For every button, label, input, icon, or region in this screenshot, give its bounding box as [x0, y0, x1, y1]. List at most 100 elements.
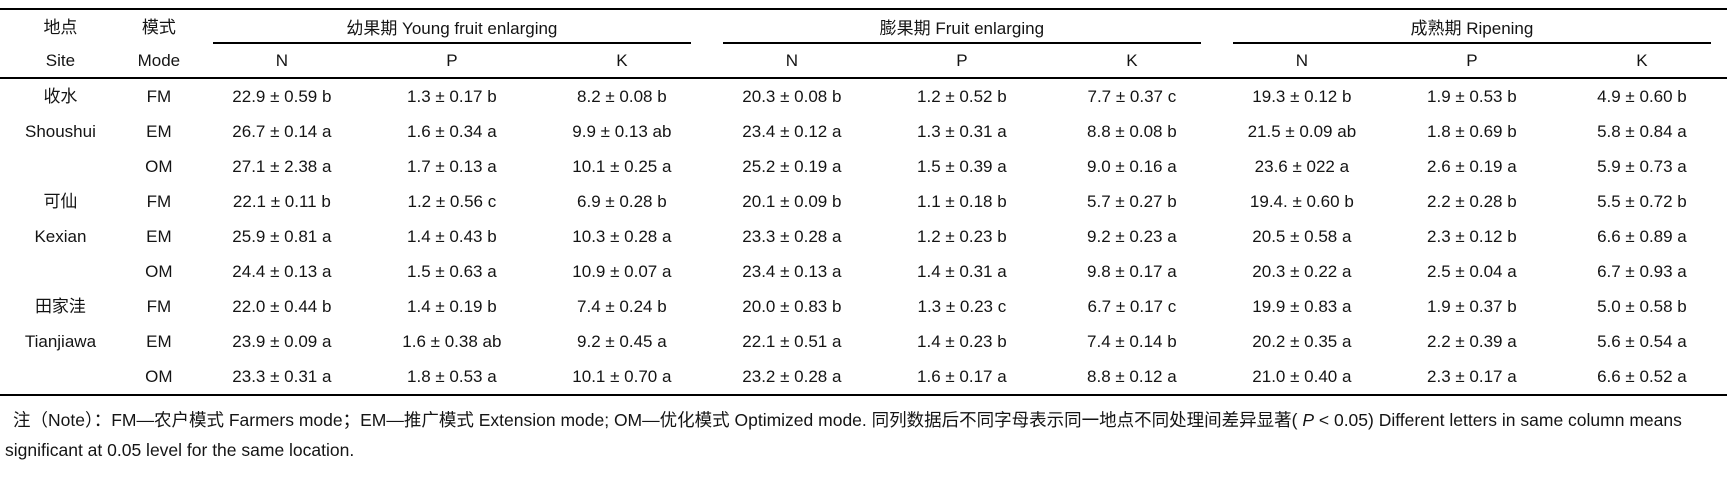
table-row-kexian-om: OM 24.4 ± 0.13 a 1.5 ± 0.63 a 10.9 ± 0.0… [0, 254, 1727, 289]
value-cell: 23.3 ± 0.28 a [742, 226, 842, 246]
value-cell: 9.2 ± 0.45 a [577, 331, 667, 351]
value-cell: 22.0 ± 0.44 b [232, 296, 332, 316]
value-cell: 9.8 ± 0.17 a [1087, 261, 1177, 281]
value-cell: 21.0 ± 0.40 a [1252, 366, 1352, 386]
value-cell: 22.1 ± 0.51 a [742, 331, 842, 351]
subcolumn-header-p: P [876, 44, 1047, 79]
site-cell-shoushui: 收水 Shoushui [0, 78, 121, 184]
value-cell: 1.3 ± 0.31 a [917, 121, 1007, 141]
mode-cell: FM [146, 86, 172, 106]
site-cell-kexian: 可仙 Kexian [0, 184, 121, 289]
group-header-label: 成熟期 Ripening [1232, 10, 1711, 44]
value-cell: 20.3 ± 0.22 a [1252, 261, 1352, 281]
value-cell: 7.7 ± 0.37 c [1087, 86, 1177, 106]
mode-header-zh: 模式 [141, 17, 176, 37]
value-cell: 20.3 ± 0.08 b [742, 86, 842, 106]
value-cell: 1.6 ± 0.34 a [407, 121, 497, 141]
value-cell: 20.5 ± 0.58 a [1252, 226, 1352, 246]
value-cell: 9.2 ± 0.23 a [1087, 226, 1177, 246]
value-cell: 1.7 ± 0.13 a [407, 156, 497, 176]
subcolumn-header-n: N [706, 44, 877, 79]
value-cell: 6.6 ± 0.89 a [1597, 226, 1687, 246]
subcolumn-header-n: N [1216, 44, 1387, 79]
value-cell: 1.3 ± 0.17 b [407, 86, 497, 106]
table-row-tianjiawa-em: EM 23.9 ± 0.09 a 1.6 ± 0.38 ab 9.2 ± 0.4… [0, 324, 1727, 359]
mode-cell: OM [145, 261, 173, 281]
note-text-part2: < 0.05) Different letters in same column… [5, 410, 1682, 460]
value-cell: 1.5 ± 0.63 a [407, 261, 497, 281]
subcolumn-header-p: P [366, 44, 537, 79]
table-row-tianjiawa-fm: 田家洼 Tianjiawa FM 22.0 ± 0.44 b 1.4 ± 0.1… [0, 289, 1727, 352]
value-cell: 5.6 ± 0.54 a [1597, 331, 1687, 351]
value-cell: 5.5 ± 0.72 b [1597, 191, 1687, 211]
value-cell: 8.2 ± 0.08 b [577, 86, 667, 106]
mode-cell: FM [146, 296, 172, 316]
value-cell: 23.9 ± 0.09 a [232, 331, 332, 351]
mode-header-en: Mode [137, 50, 181, 70]
subcolumn-header-n: N [196, 44, 367, 79]
group-header-label: 幼果期 Young fruit enlarging [212, 10, 691, 44]
value-cell: 19.9 ± 0.83 a [1252, 296, 1352, 316]
value-cell: 1.4 ± 0.23 b [917, 331, 1007, 351]
value-cell: 1.4 ± 0.31 a [917, 261, 1007, 281]
table-header: 地点 Site 模式 Mode 幼果期 Young fruit enlargin… [0, 9, 1727, 79]
value-cell: 1.2 ± 0.23 b [917, 226, 1007, 246]
value-cell: 2.2 ± 0.39 a [1427, 331, 1517, 351]
site-name-en: Kexian [34, 227, 87, 246]
value-cell: 23.3 ± 0.31 a [232, 366, 332, 386]
value-cell: 23.4 ± 0.12 a [742, 121, 842, 141]
value-cell: 1.2 ± 0.56 c [407, 191, 497, 211]
table-row-tianjiawa-om: OM 23.3 ± 0.31 a 1.8 ± 0.53 a 10.1 ± 0.7… [0, 359, 1727, 395]
value-cell: 2.3 ± 0.12 b [1427, 226, 1517, 246]
subcolumn-header-k: K [1556, 44, 1727, 79]
group-header-label: 膨果期 Fruit enlarging [722, 10, 1201, 44]
value-cell: 9.0 ± 0.16 a [1087, 156, 1177, 176]
site-header-zh: 地点 [43, 17, 78, 37]
column-header-site: 地点 Site [0, 9, 121, 79]
value-cell: 23.2 ± 0.28 a [742, 366, 842, 386]
site-name-zh: 田家洼 [34, 297, 86, 316]
value-cell: 24.4 ± 0.13 a [232, 261, 332, 281]
group-header-ripening: 成熟期 Ripening [1217, 9, 1727, 44]
site-header-en: Site [45, 50, 76, 70]
mode-cell: EM [146, 226, 172, 246]
value-cell: 6.9 ± 0.28 b [577, 191, 667, 211]
value-cell: 8.8 ± 0.12 a [1087, 366, 1177, 386]
value-cell: 27.1 ± 2.38 a [232, 156, 332, 176]
value-cell: 10.1 ± 0.70 a [572, 366, 672, 386]
value-cell: 2.3 ± 0.17 a [1427, 366, 1517, 386]
subcolumn-header-k: K [1046, 44, 1217, 79]
header-row-nutrients: N P K N P K N P K [0, 44, 1727, 79]
nutrient-table: 地点 Site 模式 Mode 幼果期 Young fruit enlargin… [0, 8, 1727, 396]
value-cell: 1.2 ± 0.52 b [917, 86, 1007, 106]
value-cell: 21.5 ± 0.09 ab [1247, 121, 1357, 141]
value-cell: 1.4 ± 0.19 b [407, 296, 497, 316]
header-row-groups: 地点 Site 模式 Mode 幼果期 Young fruit enlargin… [0, 9, 1727, 79]
value-cell: 2.2 ± 0.28 b [1427, 191, 1517, 211]
group-header-young-fruit-enlarging: 幼果期 Young fruit enlarging [197, 9, 707, 44]
mode-cell: OM [145, 156, 173, 176]
value-cell: 1.9 ± 0.53 b [1427, 86, 1517, 106]
mode-cell: FM [146, 191, 172, 211]
value-cell: 26.7 ± 0.14 a [232, 121, 332, 141]
value-cell: 23.6 ± 022 a [1254, 156, 1350, 176]
table-row-kexian-fm: 可仙 Kexian FM 22.1 ± 0.11 b 1.2 ± 0.56 c … [0, 184, 1727, 247]
value-cell: 23.4 ± 0.13 a [742, 261, 842, 281]
mode-cell: EM [146, 331, 172, 351]
value-cell: 20.1 ± 0.09 b [742, 191, 842, 211]
value-cell: 10.9 ± 0.07 a [572, 261, 672, 281]
value-cell: 1.8 ± 0.69 b [1427, 121, 1517, 141]
value-cell: 8.8 ± 0.08 b [1087, 121, 1177, 141]
table-body: 收水 Shoushui FM 22.9 ± 0.59 b 1.3 ± 0.17 … [0, 78, 1727, 395]
table-row-shoushui-fm: 收水 Shoushui FM 22.9 ± 0.59 b 1.3 ± 0.17 … [0, 78, 1727, 142]
value-cell: 4.9 ± 0.60 b [1597, 86, 1687, 106]
value-cell: 25.9 ± 0.81 a [232, 226, 332, 246]
value-cell: 1.9 ± 0.37 b [1427, 296, 1517, 316]
subcolumn-header-p: P [1386, 44, 1557, 79]
note-p-value-symbol: P [1302, 410, 1315, 430]
group-header-fruit-enlarging: 膨果期 Fruit enlarging [707, 9, 1217, 44]
value-cell: 5.9 ± 0.73 a [1597, 156, 1687, 176]
value-cell: 10.1 ± 0.25 a [572, 156, 672, 176]
value-cell: 20.2 ± 0.35 a [1252, 331, 1352, 351]
